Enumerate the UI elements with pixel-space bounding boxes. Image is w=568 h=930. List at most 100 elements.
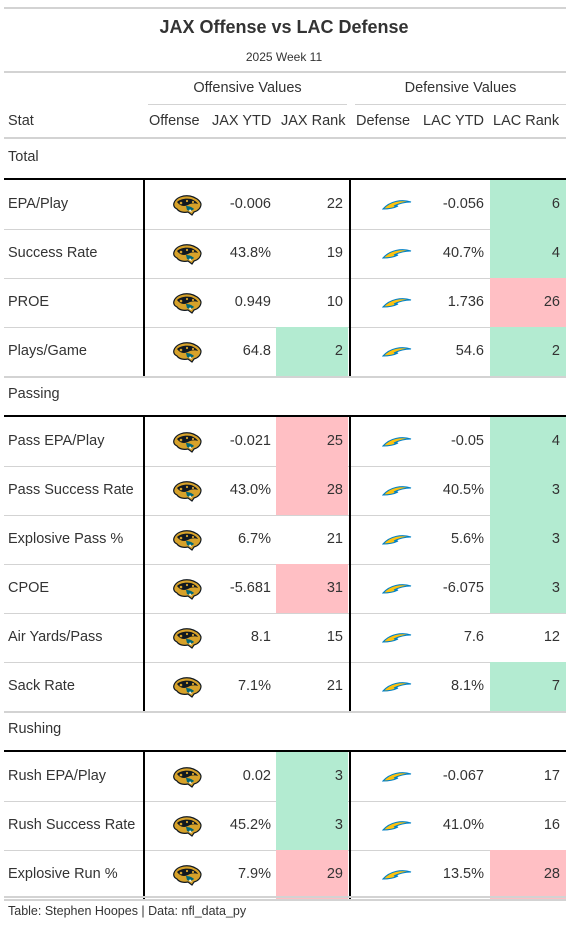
group-label-total: Total	[8, 149, 39, 165]
row-divider	[4, 229, 566, 230]
offense-column-divider	[143, 750, 145, 899]
lac-ytd-value: 13.5%	[442, 866, 484, 882]
col-header-jax-ytd: JAX YTD	[212, 113, 272, 129]
defense-logo	[381, 198, 412, 217]
jaguars-logo-icon	[173, 579, 202, 600]
jax-rank-value: 3	[276, 752, 348, 801]
lac-ytd-value: 41.0%	[442, 817, 484, 833]
jax-rank-value: 2	[276, 327, 348, 376]
stat-name: PROE	[8, 294, 50, 310]
defense-logo	[381, 819, 412, 838]
jax-rank-value: 28	[276, 466, 348, 515]
group-top-rule	[4, 178, 566, 180]
col-header-jax-rank: JAX Rank	[281, 113, 346, 129]
stat-name: Sack Rate	[8, 678, 75, 694]
top-rule	[4, 7, 566, 9]
offense-logo	[172, 243, 202, 270]
col-header-offense: Offense	[149, 113, 200, 129]
lac-ytd-value: 1.736	[447, 294, 484, 310]
chargers-logo-icon	[381, 821, 412, 831]
jaguars-logo-icon	[173, 432, 202, 453]
chargers-logo-icon	[381, 437, 412, 447]
chargers-logo-icon	[381, 535, 412, 545]
group-top-rule	[4, 415, 566, 417]
offense-column-divider	[143, 415, 145, 711]
jax-ytd-value: -0.006	[229, 196, 271, 212]
lac-rank-value: 3	[490, 564, 566, 613]
chargers-logo-icon	[381, 200, 412, 210]
chargers-logo-icon	[381, 870, 412, 880]
defense-logo	[381, 533, 412, 552]
offense-logo	[172, 480, 202, 507]
jax-ytd-value: 7.9%	[237, 866, 271, 882]
stat-name: Success Rate	[8, 245, 98, 261]
lac-ytd-value: -0.05	[450, 433, 484, 449]
jax-rank-value: 31	[276, 564, 348, 613]
lac-ytd-value: -6.075	[442, 580, 484, 596]
chargers-logo-icon	[381, 298, 412, 308]
offense-logo	[172, 864, 202, 891]
lac-rank-value: 6	[490, 180, 566, 229]
jax-ytd-value: 8.1	[250, 629, 271, 645]
defense-logo	[381, 631, 412, 650]
defense-column-divider	[349, 750, 351, 899]
offense-logo	[172, 578, 202, 605]
jax-rank-value: 21	[326, 678, 343, 694]
jax-ytd-value: 64.8	[242, 343, 271, 359]
jaguars-logo-icon	[173, 293, 202, 314]
jaguars-logo-icon	[173, 767, 202, 788]
jax-ytd-value: -0.021	[229, 433, 271, 449]
chargers-logo-icon	[381, 486, 412, 496]
chargers-logo-icon	[381, 249, 412, 259]
jax-ytd-value: 6.7%	[237, 531, 271, 547]
jax-ytd-value: -5.681	[229, 580, 271, 596]
offense-logo	[172, 627, 202, 654]
chargers-logo-icon	[381, 633, 412, 643]
lac-rank-value: 28	[490, 850, 566, 899]
jaguars-logo-icon	[173, 628, 202, 649]
col-header-lac-rank: LAC Rank	[493, 113, 560, 129]
jax-rank-value: 3	[276, 801, 348, 850]
offense-logo	[172, 529, 202, 556]
lac-rank-value: 4	[490, 229, 566, 278]
group-label-rushing: Rushing	[8, 721, 62, 737]
jax-rank-value: 19	[326, 245, 343, 261]
lac-rank-value: 12	[543, 629, 560, 645]
lac-ytd-value: 8.1%	[450, 678, 484, 694]
lac-ytd-value: 40.5%	[442, 482, 484, 498]
chargers-logo-icon	[381, 347, 412, 357]
offense-logo	[172, 292, 202, 319]
lac-rank-value: 3	[490, 515, 566, 564]
offense-logo	[172, 815, 202, 842]
jaguars-logo-icon	[173, 244, 202, 265]
spanner-defensive: Defensive Values	[404, 80, 517, 96]
row-divider	[4, 278, 566, 279]
lac-ytd-value: -0.056	[442, 196, 484, 212]
offense-logo	[172, 194, 202, 221]
jaguars-logo-icon	[173, 677, 202, 698]
header-rule	[4, 71, 566, 73]
lac-rank-value: 26	[490, 278, 566, 327]
offense-column-divider	[143, 178, 145, 376]
jax-rank-value: 29	[276, 850, 348, 899]
defense-logo	[381, 680, 412, 699]
table-title: JAX Offense vs LAC Defense	[159, 17, 409, 37]
jaguars-logo-icon	[173, 481, 202, 502]
chargers-logo-icon	[381, 584, 412, 594]
stat-name: EPA/Play	[8, 196, 69, 212]
defense-logo	[381, 484, 412, 503]
spanner-offensive-rule	[148, 104, 347, 105]
table-subtitle: 2025 Week 11	[245, 50, 323, 64]
jaguars-logo-icon	[173, 342, 202, 363]
defense-logo	[381, 435, 412, 454]
lac-rank-value: 2	[490, 327, 566, 376]
stat-name: Rush EPA/Play	[8, 768, 107, 784]
stat-name: Pass EPA/Play	[8, 433, 105, 449]
group-top-rule	[4, 750, 566, 752]
footer-rule	[4, 896, 566, 898]
group-bottom-rule	[4, 376, 566, 378]
defense-logo	[381, 868, 412, 887]
stat-name: CPOE	[8, 580, 50, 596]
offense-logo	[172, 431, 202, 458]
